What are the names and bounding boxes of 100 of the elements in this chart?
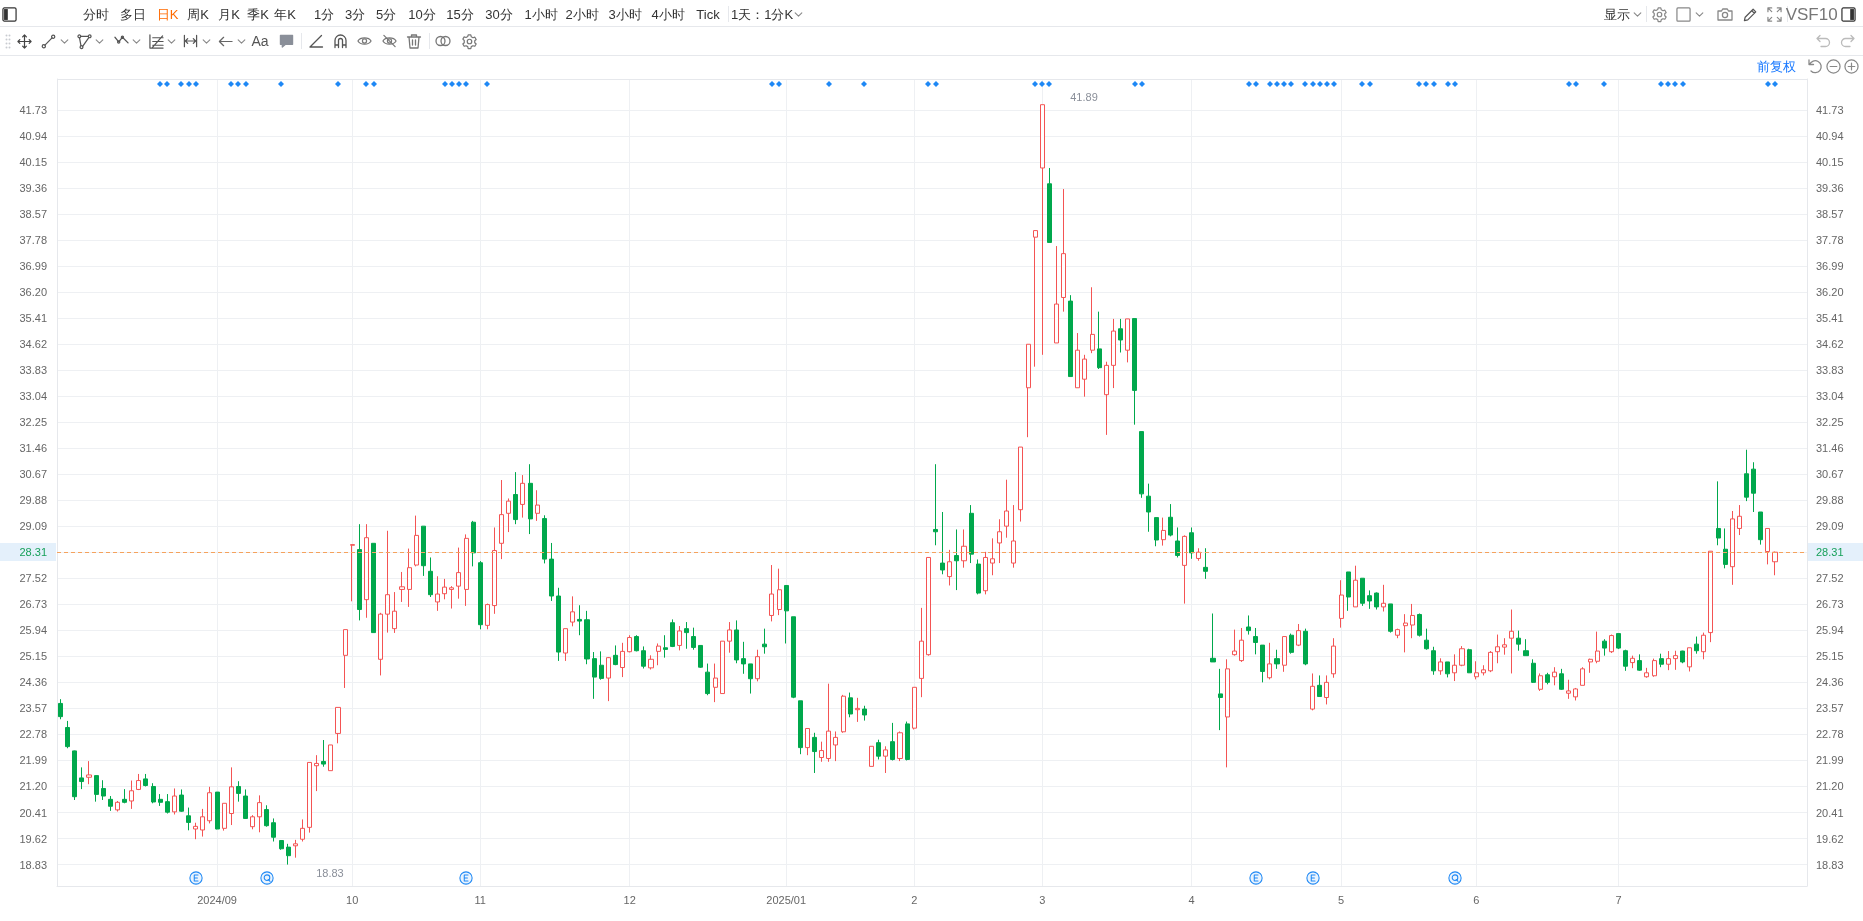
candlestick (1538, 672, 1543, 692)
candlestick (584, 610, 590, 665)
candlestick (79, 766, 84, 790)
candlestick (165, 793, 170, 815)
y-tick-label: 20.41 (19, 806, 47, 819)
y2-tick-label: 40.94 (1816, 130, 1844, 143)
candlestick (207, 786, 212, 824)
candlestick (1644, 667, 1649, 679)
candlestick (1488, 650, 1493, 673)
candlestick (371, 542, 376, 634)
y-tick-label: 34.62 (19, 338, 47, 351)
y2-tick-label: 23.57 (1816, 702, 1844, 715)
candlestick (1068, 294, 1073, 378)
candlestick (307, 761, 312, 834)
y-tick-label: 37.78 (19, 234, 47, 247)
candlestick (1580, 666, 1585, 686)
candlestick (65, 720, 70, 749)
candlestick (990, 537, 995, 576)
candlestick (1182, 534, 1187, 605)
candlestick (1331, 637, 1336, 679)
candlestick (1552, 666, 1557, 686)
candlestick (1239, 627, 1244, 663)
x-tick-label: 5 (1337, 893, 1345, 906)
candlestick (86, 760, 92, 785)
candlestick (648, 654, 654, 670)
y-tick-label: 39.36 (19, 182, 47, 195)
candlestick (634, 634, 639, 652)
y-tick-label: 33.83 (19, 364, 47, 377)
text: 10分 (408, 6, 436, 22)
candlestick (1751, 461, 1756, 513)
candlestick (1772, 551, 1778, 576)
candlestick (798, 700, 803, 755)
candlestick (236, 780, 241, 803)
candlestick (542, 514, 547, 564)
candlestick (179, 788, 184, 813)
y-tick-label: 21.99 (19, 754, 47, 767)
text: 4小时 (651, 6, 685, 22)
text: 前复权 (1756, 58, 1796, 74)
candlestick (193, 822, 198, 840)
candlestick (1680, 650, 1685, 664)
candlestick (1573, 687, 1578, 701)
candlestick (1210, 612, 1216, 663)
candlestick (314, 754, 319, 792)
candlestick (734, 619, 739, 664)
candlestick (1168, 503, 1173, 537)
candlestick (869, 745, 874, 767)
x-tick-label: 2 (911, 893, 918, 906)
y2-tick-label: 31.46 (1816, 442, 1844, 455)
candlestick (136, 773, 141, 791)
candlestick (926, 556, 931, 657)
candlestick (72, 750, 77, 801)
y2-tick-label: 25.15 (1816, 650, 1844, 663)
candlestick (677, 625, 682, 651)
y-tick-label: 41.73 (19, 103, 47, 116)
candlestick (1175, 526, 1180, 558)
y-tick-label: 29.88 (19, 494, 47, 507)
candlestick (819, 741, 824, 763)
y-tick-label: 36.20 (19, 286, 47, 299)
x-tick-label: 4 (1188, 893, 1195, 906)
candlestick (1189, 526, 1194, 560)
candlestick (1054, 245, 1059, 344)
text: 1小时 (524, 6, 558, 22)
y2-tick-label: 28.31 (1816, 546, 1844, 559)
y2-tick-label: 39.36 (1816, 182, 1844, 195)
text: F10 (1808, 4, 1838, 24)
text: 1天：1分K (730, 6, 794, 22)
candlestick (1637, 653, 1642, 672)
text: Aa (251, 33, 269, 49)
candlestick (414, 515, 419, 567)
candlestick (563, 628, 568, 662)
candlestick (1701, 632, 1706, 660)
candlestick (1246, 614, 1251, 636)
candlestick (670, 618, 675, 648)
x-tick-label: 11 (474, 893, 486, 906)
y2-tick-label: 19.62 (1816, 832, 1844, 845)
candlestick (599, 650, 604, 681)
x-tick-label: 3 (1039, 893, 1046, 906)
candlestick (812, 732, 817, 774)
candlestick (435, 575, 440, 612)
candlestick (1673, 650, 1678, 671)
candlestick (1395, 628, 1400, 639)
y2-tick-label: 21.99 (1816, 754, 1844, 767)
candlestick (841, 694, 846, 734)
y-tick-label: 40.94 (19, 130, 47, 143)
candlestick (627, 634, 632, 653)
candlestick (890, 722, 895, 761)
candlestick (1445, 661, 1450, 678)
candlestick (1659, 653, 1664, 668)
candlestick (933, 463, 938, 546)
candlestick (1623, 649, 1628, 672)
x-tick-label: 2025/01 (766, 893, 807, 906)
candlestick (442, 578, 447, 600)
candlestick (335, 706, 341, 744)
candlestick (912, 686, 917, 730)
y-tick-label: 36.99 (19, 260, 47, 273)
candlestick (698, 644, 703, 669)
candlestick (229, 766, 234, 826)
text: VS (1785, 4, 1809, 24)
candlestick (1075, 332, 1080, 389)
candlestick (1687, 647, 1692, 672)
